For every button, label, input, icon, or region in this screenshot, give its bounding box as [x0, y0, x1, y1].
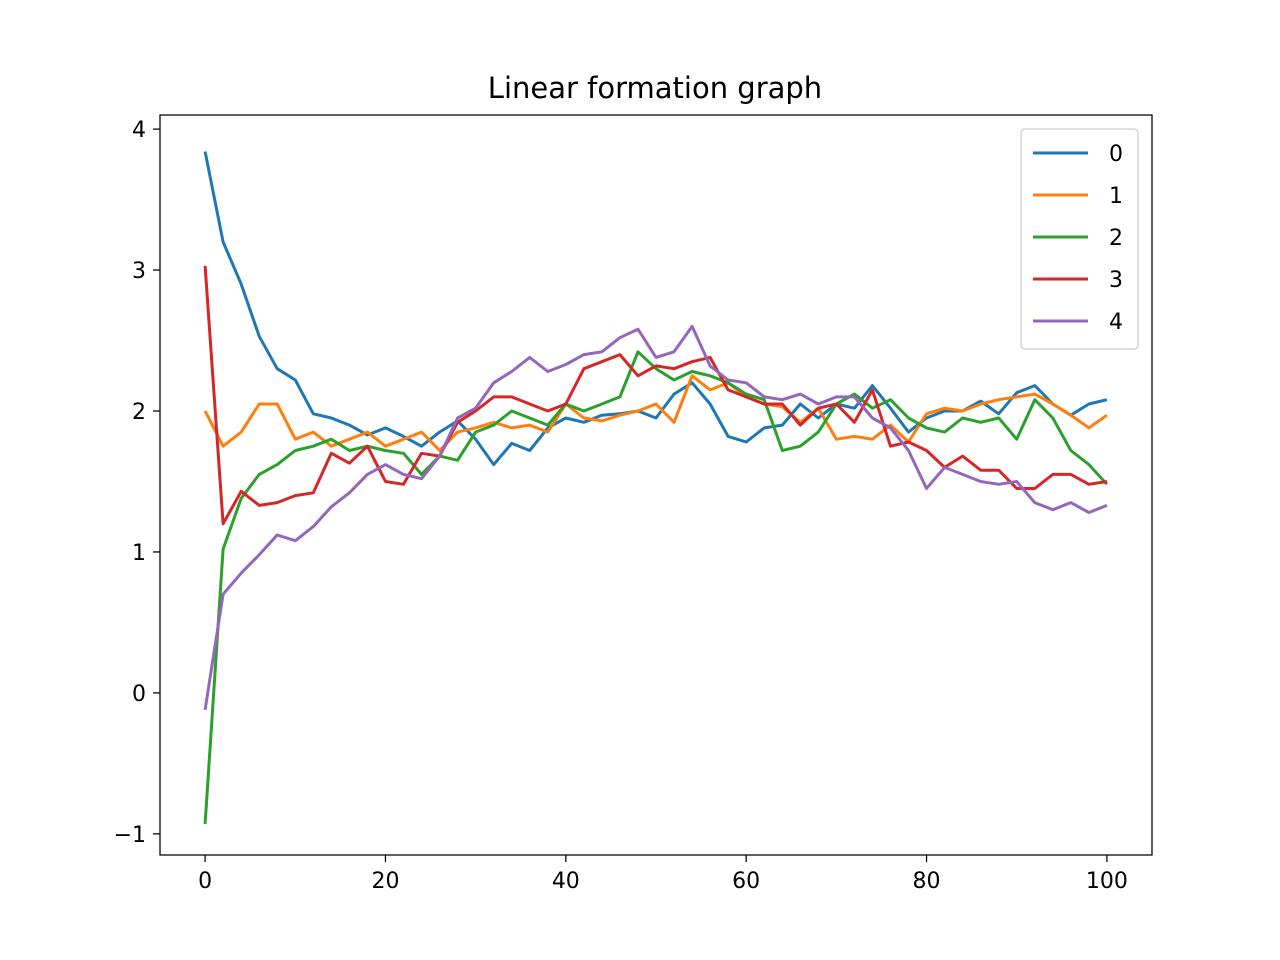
- x-tick-label: 80: [913, 869, 941, 894]
- legend-label: 3: [1109, 268, 1123, 293]
- x-axis: 0 20 40 60 80 100: [198, 855, 1128, 894]
- y-axis: −1 0 1 2 3 4: [114, 118, 160, 848]
- y-tick-label: 3: [132, 259, 146, 284]
- y-tick-label: 1: [132, 541, 146, 566]
- x-tick-label: 40: [552, 869, 580, 894]
- y-tick-label: 4: [132, 118, 146, 143]
- x-tick-label: 60: [732, 869, 760, 894]
- plot-frame: [159, 114, 1153, 856]
- series-line-1: [203, 374, 1108, 452]
- y-tick-label: 2: [132, 400, 146, 425]
- legend: 0 1 2 3 4: [1020, 128, 1139, 350]
- plot-area: [160, 115, 1152, 855]
- chart-title: Linear formation graph: [488, 71, 822, 105]
- legend-box: [1020, 128, 1139, 350]
- x-tick-label: 20: [371, 869, 399, 894]
- y-tick-label: −1: [114, 823, 146, 848]
- series-line-4: [203, 324, 1108, 711]
- legend-label: 4: [1109, 310, 1123, 335]
- legend-label: 2: [1109, 226, 1123, 251]
- series-line-2: [203, 350, 1109, 825]
- legend-label: 1: [1109, 184, 1123, 209]
- y-tick-label: 0: [132, 682, 146, 707]
- x-tick-label: 0: [198, 869, 212, 894]
- series-layer: [203, 151, 1109, 825]
- series-line-3: [203, 265, 1108, 526]
- legend-label: 0: [1109, 142, 1123, 167]
- x-tick-label: 100: [1086, 869, 1128, 894]
